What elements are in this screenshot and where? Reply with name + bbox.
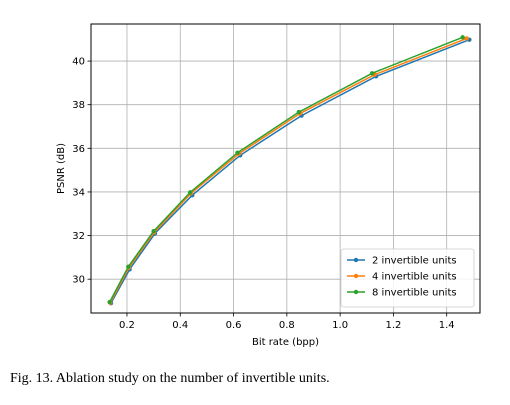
x-tick-label: 1.4 bbox=[439, 320, 455, 331]
figure-caption: Fig. 13. Ablation study on the number of… bbox=[10, 371, 330, 386]
x-tick-label: 1.2 bbox=[385, 320, 401, 331]
series-line-3 bbox=[108, 36, 463, 303]
series-line-1 bbox=[110, 39, 470, 304]
legend: 2 invertible units 4 invertible units 8 in… bbox=[340, 248, 475, 308]
x-tick-label: 0.4 bbox=[172, 320, 188, 331]
y-tick-label: 36 bbox=[72, 144, 85, 155]
axis-ticks: 0.2 0.4 0.6 0.8 1.0 1.2 1.4 30 32 34 36 38 40 bbox=[72, 57, 454, 331]
x-tick-label: 0.6 bbox=[226, 320, 242, 331]
series-line-2 bbox=[109, 37, 467, 304]
y-tick-label: 38 bbox=[72, 100, 85, 111]
legend-swatch-marker bbox=[353, 257, 359, 263]
legend-swatch-marker bbox=[353, 273, 359, 279]
series-3-point bbox=[369, 71, 375, 76]
plot-frame bbox=[90, 23, 481, 314]
y-axis-title: PSNR (dB) bbox=[56, 143, 67, 194]
series-3-point bbox=[235, 150, 240, 155]
x-axis-title: Bit rate (bpp) bbox=[252, 337, 319, 348]
psnr-vs-bitrate-chart: 0.2 0.4 0.6 0.8 1.0 1.2 1.4 30 32 34 36 38 40 Bit ra… bbox=[56, 23, 481, 348]
series-3-point bbox=[151, 229, 156, 234]
series-3-point bbox=[296, 109, 302, 115]
series-3-point bbox=[126, 264, 131, 269]
series-3-point bbox=[460, 35, 465, 40]
series-2-point bbox=[464, 36, 469, 41]
y-tick-label: 32 bbox=[72, 231, 85, 242]
y-tick-label: 30 bbox=[72, 275, 85, 286]
legend-box bbox=[340, 248, 475, 308]
x-tick-label: 0.2 bbox=[119, 320, 135, 331]
legend-label: 4 invertible units bbox=[372, 272, 457, 283]
legend-label: 2 invertible units bbox=[372, 256, 457, 267]
legend-swatch-marker bbox=[353, 289, 359, 295]
legend-label: 8 invertible units bbox=[372, 288, 457, 299]
series-layer bbox=[107, 35, 472, 306]
y-tick-label: 40 bbox=[72, 57, 85, 68]
y-tick-label: 34 bbox=[72, 187, 85, 198]
series-3-point bbox=[107, 299, 112, 305]
x-tick-label: 1.0 bbox=[332, 320, 348, 331]
x-tick-label: 0.8 bbox=[279, 320, 295, 331]
series-3-point bbox=[187, 190, 193, 195]
